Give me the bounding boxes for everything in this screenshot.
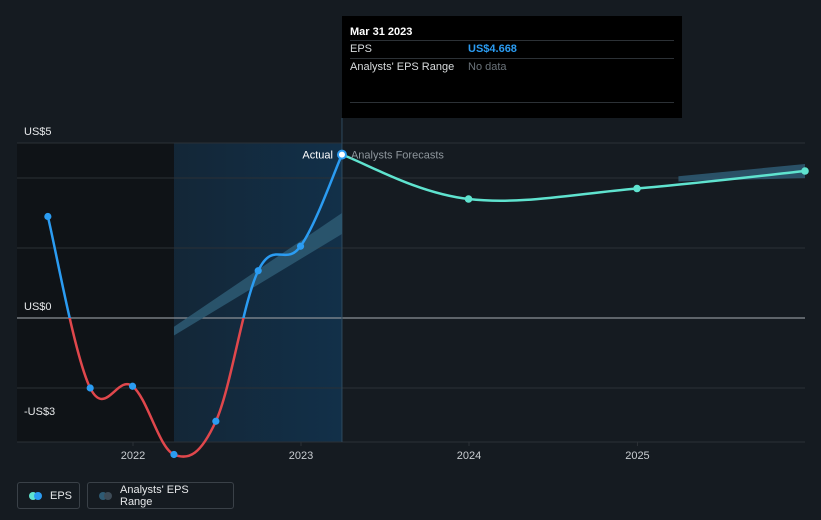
legend-range-label: Analysts' EPS Range <box>120 483 189 508</box>
past-region <box>17 143 174 442</box>
legend-eps-button[interactable]: EPS <box>17 482 80 509</box>
tooltip-range-label: Analysts' EPS Range <box>350 61 455 73</box>
actual-point <box>336 149 347 160</box>
actual-label: Actual <box>302 150 333 162</box>
actual-point <box>296 242 305 250</box>
tooltip-range-value: No data <box>468 61 507 73</box>
actual-point <box>86 384 94 392</box>
y-tick-label: US$5 <box>24 126 52 138</box>
tooltip-eps-label: EPS <box>350 43 373 55</box>
legend-eps-label: EPS <box>50 489 73 502</box>
tooltip-eps-row: EPS US$4.668 <box>350 40 674 58</box>
y-tick-label: -US$3 <box>24 406 55 418</box>
x-tick-label: 2023 <box>289 450 313 462</box>
actual-line-positive <box>46 154 344 318</box>
forecast-point <box>633 184 641 193</box>
forecast-line <box>341 153 806 202</box>
x-tick-label: 2024 <box>457 450 481 462</box>
tooltip-range-row: Analysts' EPS Range No data <box>350 58 674 76</box>
actual-point <box>128 382 137 390</box>
hover-tooltip: Mar 31 2023 EPS US$4.668 Analysts' EPS R… <box>342 16 682 118</box>
actual-point <box>212 417 220 425</box>
tooltip-eps-value: US$4.668 <box>468 43 517 55</box>
actual-point <box>170 450 178 459</box>
highlight-region <box>173 143 342 442</box>
forecast-label: Analysts Forecasts <box>351 150 444 162</box>
eps-legend-icon <box>29 491 42 500</box>
y-tick-label: US$0 <box>24 301 52 313</box>
analyst-range-band-forecast <box>678 164 805 182</box>
tooltip-divider <box>350 102 674 103</box>
forecast-point <box>464 195 473 203</box>
x-tick-label: 2022 <box>121 450 145 462</box>
x-tick-label: 2025 <box>625 450 649 462</box>
legend-range-button[interactable]: Analysts' EPS Range <box>87 482 234 509</box>
actual-point <box>44 212 52 221</box>
actual-point <box>254 267 262 275</box>
forecast-point <box>801 167 809 175</box>
tooltip-date: Mar 31 2023 <box>350 26 413 38</box>
range-legend-icon <box>99 491 112 500</box>
